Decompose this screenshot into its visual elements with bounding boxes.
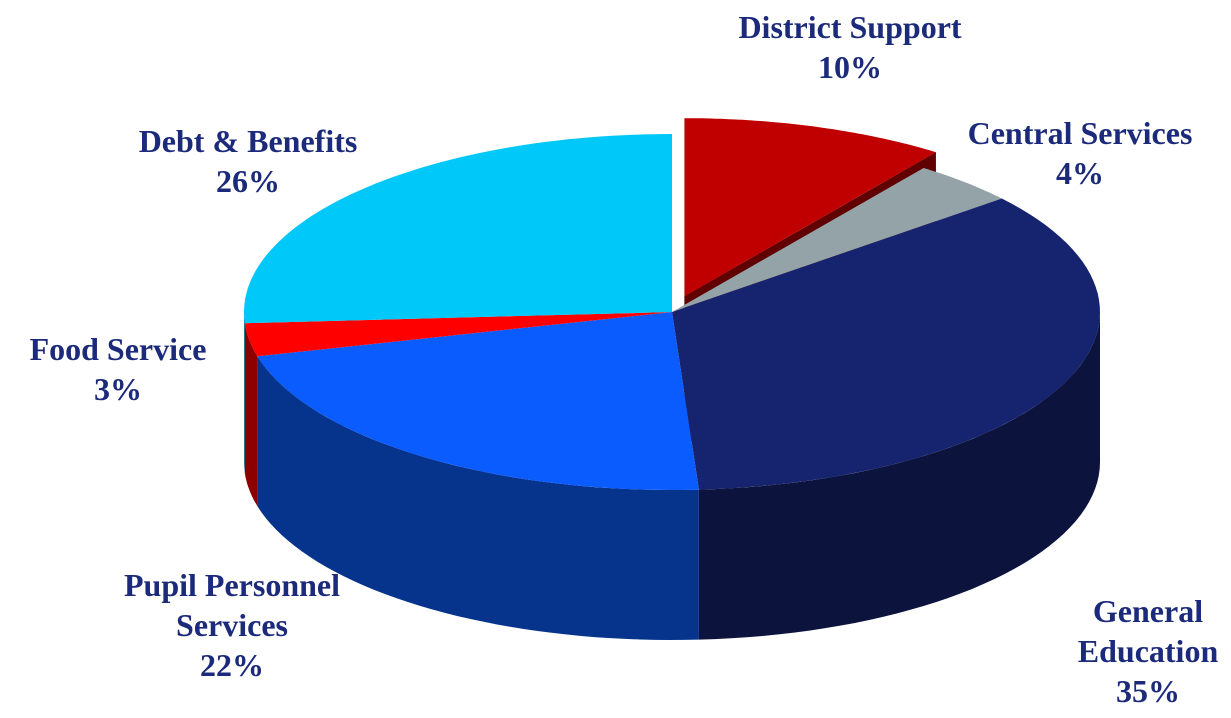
slice-debt-benefits-side [244, 312, 245, 474]
slice-general-education-label: General [1093, 593, 1203, 629]
slice-pupil-personnel-services-label: Pupil Personnel [124, 567, 340, 603]
slice-food-service [244, 312, 673, 357]
slice-central-services-value-label: 4% [1056, 155, 1104, 191]
slice-food-service-value-label: 3% [94, 371, 142, 407]
slice-food-service-label: Food Service [30, 331, 207, 367]
slice-debt-benefits-label: Debt & Benefits [139, 123, 358, 159]
slice-pupil-personnel-services-label: Services [176, 607, 288, 643]
pie-labels: District Support 10% Central Services 4% Gen… [30, 9, 1219, 709]
slice-central-services [672, 168, 1002, 312]
slice-district-support [684, 118, 936, 297]
pie-tops [244, 118, 1100, 490]
slice-general-education [672, 198, 1100, 490]
slice-district-support-value-label: 10% [818, 49, 882, 85]
slice-central-services-label: Central Services [968, 115, 1193, 151]
slice-pupil-personnel-services-value-label: 22% [200, 647, 264, 683]
slice-general-education-value-label: 35% [1116, 673, 1180, 709]
slice-pupil-personnel-services [257, 312, 699, 490]
slice-general-education-label: Education [1078, 633, 1219, 669]
slice-debt-benefits [244, 134, 672, 324]
slice-pupil-personnel-services-side [257, 356, 699, 640]
slice-debt-benefits-value-label: 26% [216, 163, 280, 199]
slice-food-service-side [244, 323, 258, 507]
slice-general-education-side [698, 312, 1100, 640]
slice-district-support-label: District Support [738, 9, 961, 45]
